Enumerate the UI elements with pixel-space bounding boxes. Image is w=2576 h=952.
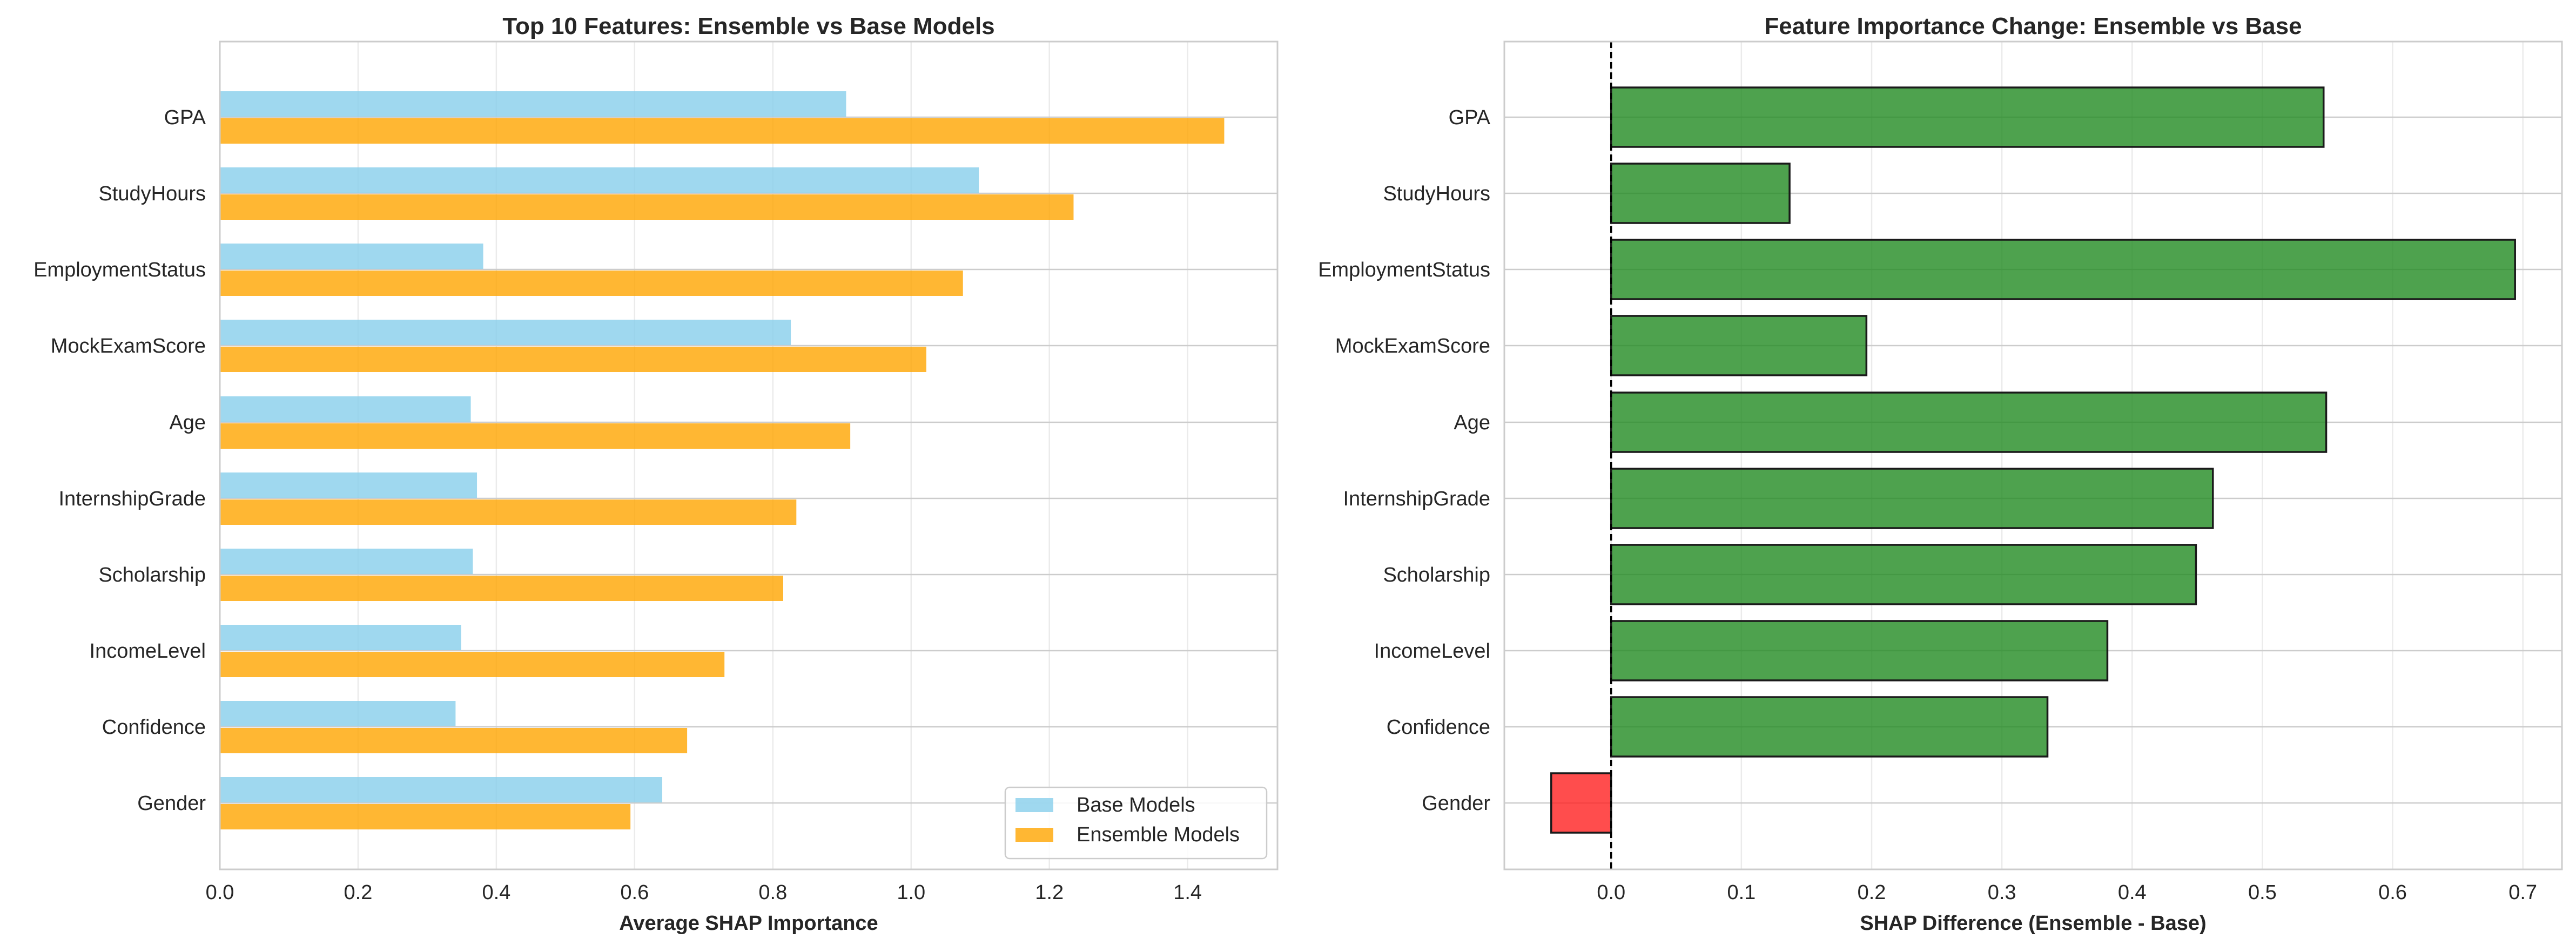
bar-diff-Scholarship [1610, 544, 2197, 605]
x-tick-label: 0.0 [1597, 881, 1625, 904]
y-tick-label: Gender [1422, 792, 1490, 815]
y-tick-label: Age [169, 411, 206, 434]
x-tick-label: 0.6 [2378, 881, 2407, 904]
bar-base-Scholarship [220, 549, 473, 574]
left-chart: GPA StudyHours EmploymentStatus MockExamSco… [33, 13, 1279, 935]
bar-base-EmploymentStatus [220, 244, 483, 269]
y-tick-label: Gender [137, 792, 206, 815]
x-tick-label: 0.4 [482, 881, 510, 904]
x-tick-label: 0.2 [344, 881, 373, 904]
x-tick-label: 1.4 [1173, 881, 1202, 904]
y-tick-label: StudyHours [1383, 183, 1490, 205]
x-tick-label: 0.5 [2248, 881, 2277, 904]
bar-diff-StudyHours [1610, 163, 1791, 224]
y-tick-label: StudyHours [98, 183, 206, 205]
x-tick-label: 0.0 [206, 881, 234, 904]
y-tick-label: EmploymentStatus [1318, 259, 1490, 281]
bar-diff-Confidence [1610, 696, 2049, 758]
legend: Base Models Ensemble Models [1004, 786, 1268, 860]
bar-base-StudyHours [220, 167, 979, 193]
x-tick-label: 0.7 [2508, 881, 2537, 904]
y-tick-label: Confidence [102, 716, 206, 739]
bar-ensemble-Age [220, 423, 851, 449]
bar-diff-Gender [1550, 772, 1612, 834]
x-axis-label: Average SHAP Importance [619, 912, 878, 935]
y-tick-label: MockExamScore [51, 335, 206, 357]
chart-title: Top 10 Features: Ensemble vs Base Models [502, 13, 994, 39]
x-tick-label: 1.2 [1035, 881, 1064, 904]
x-axis-label: SHAP Difference (Ensemble - Base) [1860, 912, 2206, 935]
y-tick-label: MockExamScore [1335, 335, 1490, 357]
bar-diff-InternshipGrade [1610, 468, 2214, 529]
bar-base-IncomeLevel [220, 625, 461, 650]
bar-ensemble-EmploymentStatus [220, 271, 963, 296]
bar-ensemble-IncomeLevel [220, 652, 725, 677]
bar-diff-IncomeLevel [1610, 620, 2109, 681]
y-tick-label: Scholarship [98, 564, 206, 586]
bar-ensemble-GPA [220, 118, 1225, 144]
y-tick-label: Scholarship [1383, 564, 1490, 586]
y-tick-label: GPA [1449, 106, 1491, 129]
legend-label-base: Base Models [1077, 794, 1195, 816]
x-tick-label: 0.4 [2118, 881, 2147, 904]
bar-diff-GPA [1610, 86, 2325, 148]
legend-box [1004, 786, 1268, 860]
x-tick-label: 0.6 [620, 881, 649, 904]
plot-frame [219, 40, 1279, 870]
legend-swatch-ensemble [1015, 828, 1053, 842]
bar-base-InternshipGrade [220, 472, 477, 498]
y-tick-label: Confidence [1387, 716, 1490, 739]
chart-title: Feature Importance Change: Ensemble vs B… [1764, 13, 2302, 39]
y-tick-label: EmploymentStatus [33, 259, 206, 281]
legend-swatch-base [1015, 798, 1053, 812]
bar-base-Confidence [220, 701, 456, 726]
x-tick-label: 0.8 [758, 881, 787, 904]
x-tick-label: 0.3 [1988, 881, 2016, 904]
y-tick-label: Age [1454, 411, 1490, 434]
y-tick-label: IncomeLevel [1374, 640, 1490, 663]
bar-ensemble-Scholarship [220, 576, 783, 601]
plot-frame [1503, 40, 2563, 870]
bar-ensemble-InternshipGrade [220, 499, 797, 525]
y-tick-label: InternshipGrade [59, 488, 206, 510]
bar-base-GPA [220, 91, 846, 117]
y-tick-label: InternshipGrade [1343, 488, 1491, 510]
legend-label-ensemble: Ensemble Models [1077, 823, 1240, 846]
bar-ensemble-StudyHours [220, 194, 1074, 220]
bar-base-Gender [220, 777, 663, 802]
bar-diff-EmploymentStatus [1610, 239, 2516, 300]
y-tick-label: IncomeLevel [90, 640, 206, 663]
bar-ensemble-MockExamScore [220, 347, 926, 372]
y-tick-label: GPA [164, 106, 206, 129]
bar-diff-MockExamScore [1610, 315, 1868, 376]
bar-ensemble-Confidence [220, 728, 688, 753]
bar-base-Age [220, 396, 471, 422]
right-chart: GPA StudyHours EmploymentStatus MockExamSco… [1318, 13, 2563, 935]
bar-ensemble-Gender [220, 804, 631, 829]
bar-diff-Age [1610, 391, 2328, 453]
x-tick-label: 1.0 [897, 881, 925, 904]
bar-base-MockExamScore [220, 320, 791, 345]
x-tick-label: 0.2 [1858, 881, 1886, 904]
x-tick-label: 0.1 [1727, 881, 1756, 904]
